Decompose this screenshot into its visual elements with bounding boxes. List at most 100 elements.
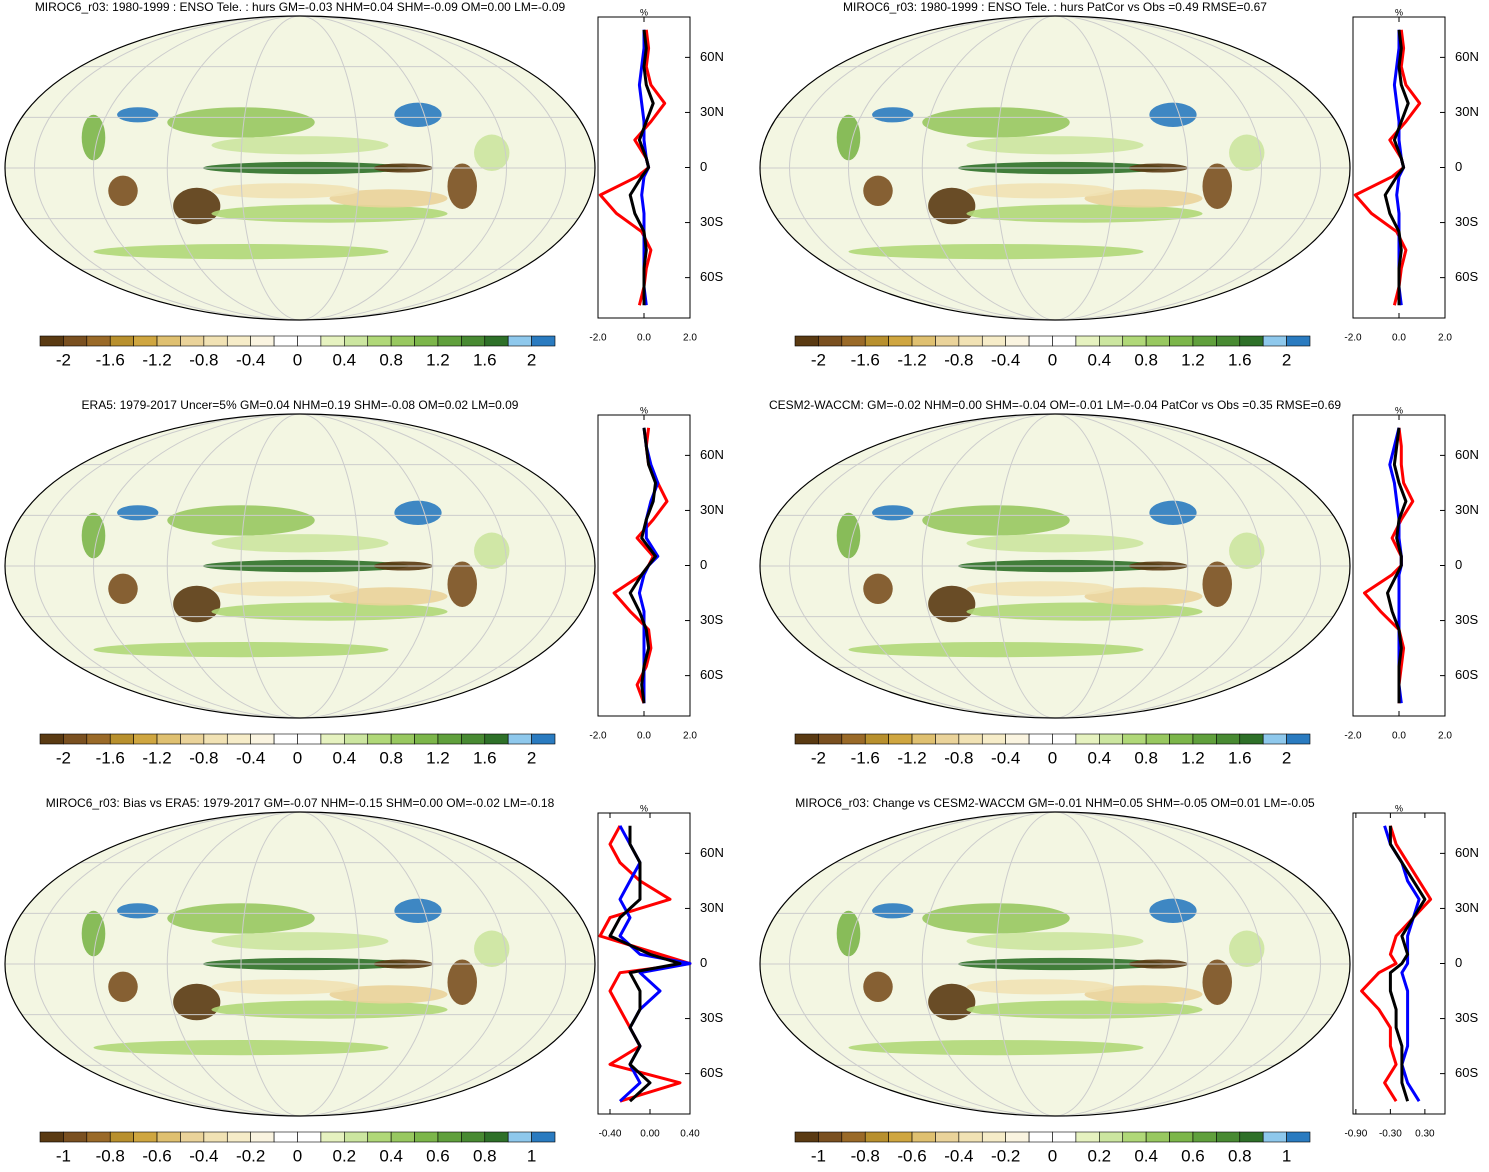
colorbar-box: [1262, 733, 1287, 745]
colorbar-label: -2: [56, 748, 71, 767]
map-blob: [108, 971, 138, 1002]
graticule: [848, 16, 1262, 320]
colorbar-box: [461, 335, 486, 347]
map-field: [760, 414, 1350, 718]
map-blob: [173, 187, 221, 225]
x-tick-label: 0.0: [637, 731, 651, 742]
map-blob: [872, 903, 914, 919]
colorbar-label: 1.6: [1228, 350, 1252, 369]
map-outline: [4, 811, 596, 1117]
colorbar-label: 1.2: [1181, 748, 1205, 767]
map-blob: [966, 602, 1203, 621]
map-blob: [922, 107, 1070, 138]
colorbar-label: -1.6: [851, 748, 880, 767]
colorbar-label: 0: [1048, 1146, 1057, 1165]
colorbar-box: [437, 733, 462, 745]
colorbar-box: [226, 335, 251, 347]
x-tick-label: 0.0: [637, 333, 651, 344]
y-tick-label: 0: [700, 557, 707, 572]
map-blob: [329, 587, 448, 606]
colorbar-label: 0.4: [1087, 350, 1111, 369]
map-blob: [447, 163, 477, 210]
map-blob: [872, 107, 914, 123]
map-blob: [848, 642, 1144, 658]
colorbar-box: [273, 733, 298, 745]
colorbar-box: [390, 1131, 415, 1143]
colorbar-label: 0.4: [1134, 1146, 1158, 1165]
y-tick-label: 30S: [1455, 612, 1478, 627]
colorbar-box: [273, 335, 298, 347]
map-blob: [117, 107, 159, 123]
x-tick-label: 2.0: [683, 731, 697, 742]
colorbar-box: [1122, 1131, 1147, 1143]
map-blob: [872, 505, 914, 521]
map-blob: [836, 512, 861, 559]
map-outline: [759, 811, 1351, 1117]
profile-unit: %: [1395, 803, 1403, 813]
colorbar-label: -1.6: [96, 350, 125, 369]
colorbar-label: 0.8: [1134, 748, 1158, 767]
colorbar-box: [1005, 1131, 1030, 1143]
colorbar-box: [1052, 1131, 1077, 1143]
y-tick-label: 30S: [700, 1010, 723, 1025]
graticule: [166, 16, 434, 320]
colorbar-label: 2: [1282, 350, 1291, 369]
colorbar-label: 0.8: [1134, 350, 1158, 369]
colorbar-box: [911, 1131, 936, 1143]
graticule: [995, 16, 1115, 320]
y-tick-label: 60S: [700, 1065, 723, 1080]
colorbar-box: [156, 335, 181, 347]
colorbar-box: [39, 335, 64, 347]
colorbar-box: [1239, 335, 1264, 347]
colorbar-label: -1.2: [142, 350, 171, 369]
colorbar-label: 1.6: [473, 748, 497, 767]
graticule: [166, 414, 434, 718]
y-tick-label: 0: [700, 955, 707, 970]
graticule: [93, 812, 507, 1116]
colorbar-label: -1.2: [897, 748, 926, 767]
colorbar-box: [1145, 335, 1170, 347]
map-blob: [211, 602, 448, 621]
colorbar-label: -0.4: [991, 350, 1020, 369]
map-blob: [1202, 959, 1232, 1006]
colorbar-box: [1286, 733, 1311, 745]
colorbar-box: [1099, 733, 1124, 745]
map-blob: [1084, 587, 1203, 606]
map-blob: [922, 903, 1070, 934]
map-blob: [928, 983, 976, 1021]
profile-line: [598, 29, 667, 306]
profile-line: [612, 427, 669, 704]
profile-line: [1363, 427, 1415, 704]
map-blob: [211, 581, 359, 597]
map-blob: [966, 932, 1144, 951]
colorbar-label: -1.2: [897, 350, 926, 369]
colorbar-label: 1.6: [1228, 748, 1252, 767]
x-tick-label: 2.0: [1438, 333, 1452, 344]
colorbar-label: 2: [1282, 748, 1291, 767]
colorbar-box: [1262, 1131, 1287, 1143]
colorbar-box: [531, 733, 556, 745]
colorbar-box: [1216, 1131, 1241, 1143]
colorbar-box: [1286, 335, 1311, 347]
y-tick-label: 30S: [1455, 214, 1478, 229]
colorbar-label: -0.8: [851, 1146, 880, 1165]
panel-title: MIROC6_r03: Change vs CESM2-WACCM GM=-0.…: [795, 796, 1315, 810]
colorbar-box: [1005, 733, 1030, 745]
colorbar-box: [63, 335, 88, 347]
colorbar-box: [484, 733, 509, 745]
colorbar-box: [935, 733, 960, 745]
colorbar-label: -0.4: [236, 350, 265, 369]
colorbar-label: -0.4: [944, 1146, 973, 1165]
colorbar-label: -1.6: [96, 748, 125, 767]
colorbar-label: -0.8: [944, 350, 973, 369]
colorbar-box: [507, 335, 532, 347]
colorbar-label: -0.2: [236, 1146, 265, 1165]
colorbar-box: [981, 335, 1006, 347]
colorbar-box: [864, 733, 889, 745]
graticule: [995, 414, 1115, 718]
colorbar-label: 1.6: [473, 350, 497, 369]
profile-line: [628, 29, 655, 306]
profile-line: [1360, 825, 1433, 1102]
map-blob: [848, 1040, 1144, 1056]
colorbar-label: -2: [56, 350, 71, 369]
